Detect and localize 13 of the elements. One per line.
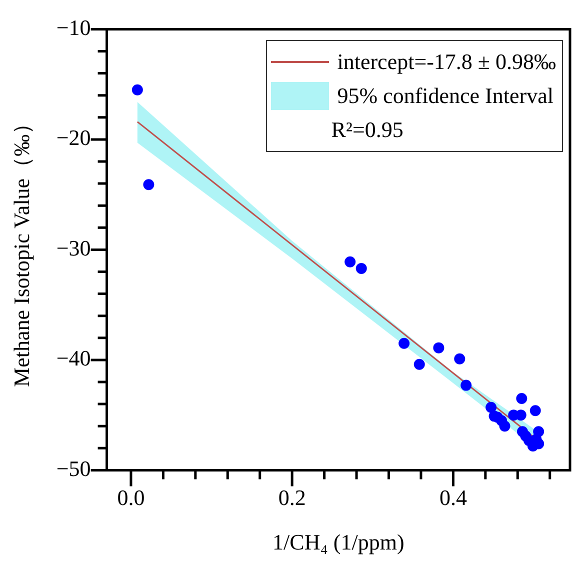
y-tick-label: −50 bbox=[56, 456, 91, 481]
y-tick-label: −40 bbox=[56, 346, 91, 371]
y-tick-label: −10 bbox=[56, 14, 91, 40]
y-tick-label: −20 bbox=[56, 125, 91, 150]
y-axis-title: Methane Isotopic Value（‰） bbox=[8, 112, 34, 387]
x-tick-label: 0.4 bbox=[439, 485, 467, 510]
y-tick-label: −30 bbox=[56, 235, 91, 260]
x-tick-label: 0.0 bbox=[117, 485, 145, 510]
x-tick-label: 0.2 bbox=[278, 485, 306, 510]
annotation: R²=0.95 bbox=[330, 116, 404, 144]
legend-label: 95% confidence Interval bbox=[337, 82, 554, 110]
legend-label: intercept=-17.8 ± 0.98‰ bbox=[337, 48, 556, 76]
x-axis-title: 1/CH₄ (1/ppm) bbox=[272, 530, 404, 555]
